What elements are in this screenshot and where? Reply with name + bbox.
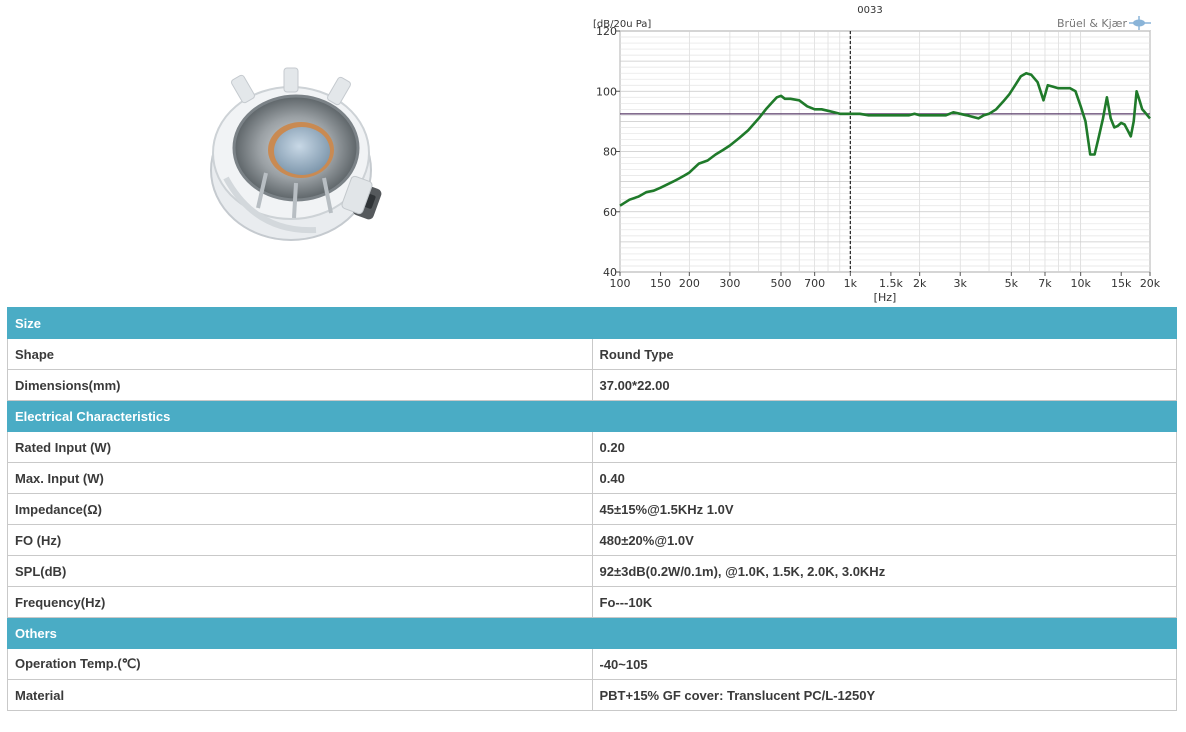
section-title: Electrical Characteristics [7, 400, 1177, 432]
chart-xlabel: [Hz] [874, 291, 897, 304]
table-row: Operation Temp.(℃) -40~105 [7, 648, 1177, 680]
chart-title: 0033 [857, 5, 882, 16]
row-value: -40~105 [591, 648, 1177, 680]
table-row: Material PBT+15% GF cover: Translucent P… [7, 679, 1177, 711]
chart-brand: Brüel & Kjær [1057, 17, 1128, 30]
product-image [210, 67, 382, 241]
table-row: Impedance(Ω) 45±15%@1.5KHz 1.0V [7, 493, 1177, 525]
section-title: Size [7, 307, 1177, 339]
row-value: 0.40 [591, 462, 1177, 494]
x-tick-label: 700 [804, 277, 825, 290]
table-row: Dimensions(mm) 37.00*22.00 [7, 369, 1177, 401]
brand-logo-icon [1129, 16, 1151, 30]
table-row: FO (Hz) 480±20%@1.0V [7, 524, 1177, 556]
x-tick-label: 1k [844, 277, 858, 290]
x-tick-label: 200 [679, 277, 700, 290]
table-row: Rated Input (W) 0.20 [7, 431, 1177, 463]
row-label: Frequency(Hz) [7, 586, 593, 618]
spec-table: Size Shape Round Type Dimensions(mm) 37.… [7, 307, 1177, 711]
table-row: SPL(dB) 92±3dB(0.2W/0.1m), @1.0K, 1.5K, … [7, 555, 1177, 587]
y-tick-label: 80 [603, 146, 617, 159]
x-tick-label: 3k [954, 277, 968, 290]
row-value: PBT+15% GF cover: Translucent PC/L-1250Y [591, 679, 1177, 711]
x-tick-label: 2k [913, 277, 927, 290]
y-tick-label: 100 [596, 85, 617, 98]
chart-ylabel: [dB/20u Pa] [593, 19, 651, 30]
section-header-size: Size [7, 307, 1177, 339]
y-tick-label: 40 [603, 266, 617, 279]
row-label: Material [7, 679, 593, 711]
x-tick-label: 5k [1005, 277, 1019, 290]
row-label: SPL(dB) [7, 555, 593, 587]
row-label: Operation Temp.(℃) [7, 648, 593, 680]
y-tick-label: 60 [603, 206, 617, 219]
series-line-spl [619, 71, 1151, 207]
row-value: 92±3dB(0.2W/0.1m), @1.0K, 1.5K, 2.0K, 3.… [591, 555, 1177, 587]
x-tick-label: 500 [770, 277, 791, 290]
row-value: 480±20%@1.0V [591, 524, 1177, 556]
x-tick-label: 100 [610, 277, 631, 290]
x-tick-label: 10k [1070, 277, 1091, 290]
row-value: 37.00*22.00 [591, 369, 1177, 401]
row-label: Dimensions(mm) [7, 369, 593, 401]
x-tick-label: 15k [1111, 277, 1132, 290]
row-label: Rated Input (W) [7, 431, 593, 463]
row-value: Fo---10K [591, 586, 1177, 618]
row-value: 45±15%@1.5KHz 1.0V [591, 493, 1177, 525]
section-header-others: Others [7, 617, 1177, 649]
x-tick-label: 7k [1038, 277, 1052, 290]
section-header-electrical: Electrical Characteristics [7, 400, 1177, 432]
row-value: 0.20 [591, 431, 1177, 463]
x-tick-label: 1.5k [879, 277, 903, 290]
table-row: Max. Input (W) 0.40 [7, 462, 1177, 494]
frequency-response-chart: 0033 [dB/20u Pa] Brüel & Kjær 40 60 80 100 1… [593, 5, 1160, 304]
row-label: Impedance(Ω) [7, 493, 593, 525]
row-label: FO (Hz) [7, 524, 593, 556]
row-label: Shape [7, 338, 593, 370]
row-value: Round Type [591, 338, 1177, 370]
table-row: Frequency(Hz) Fo---10K [7, 586, 1177, 618]
row-label: Max. Input (W) [7, 462, 593, 494]
x-tick-label: 300 [719, 277, 740, 290]
x-tick-label: 20k [1140, 277, 1160, 290]
y-tick-label: 120 [596, 25, 617, 38]
table-row: Shape Round Type [7, 338, 1177, 370]
section-title: Others [7, 617, 1177, 649]
x-tick-label: 150 [650, 277, 671, 290]
